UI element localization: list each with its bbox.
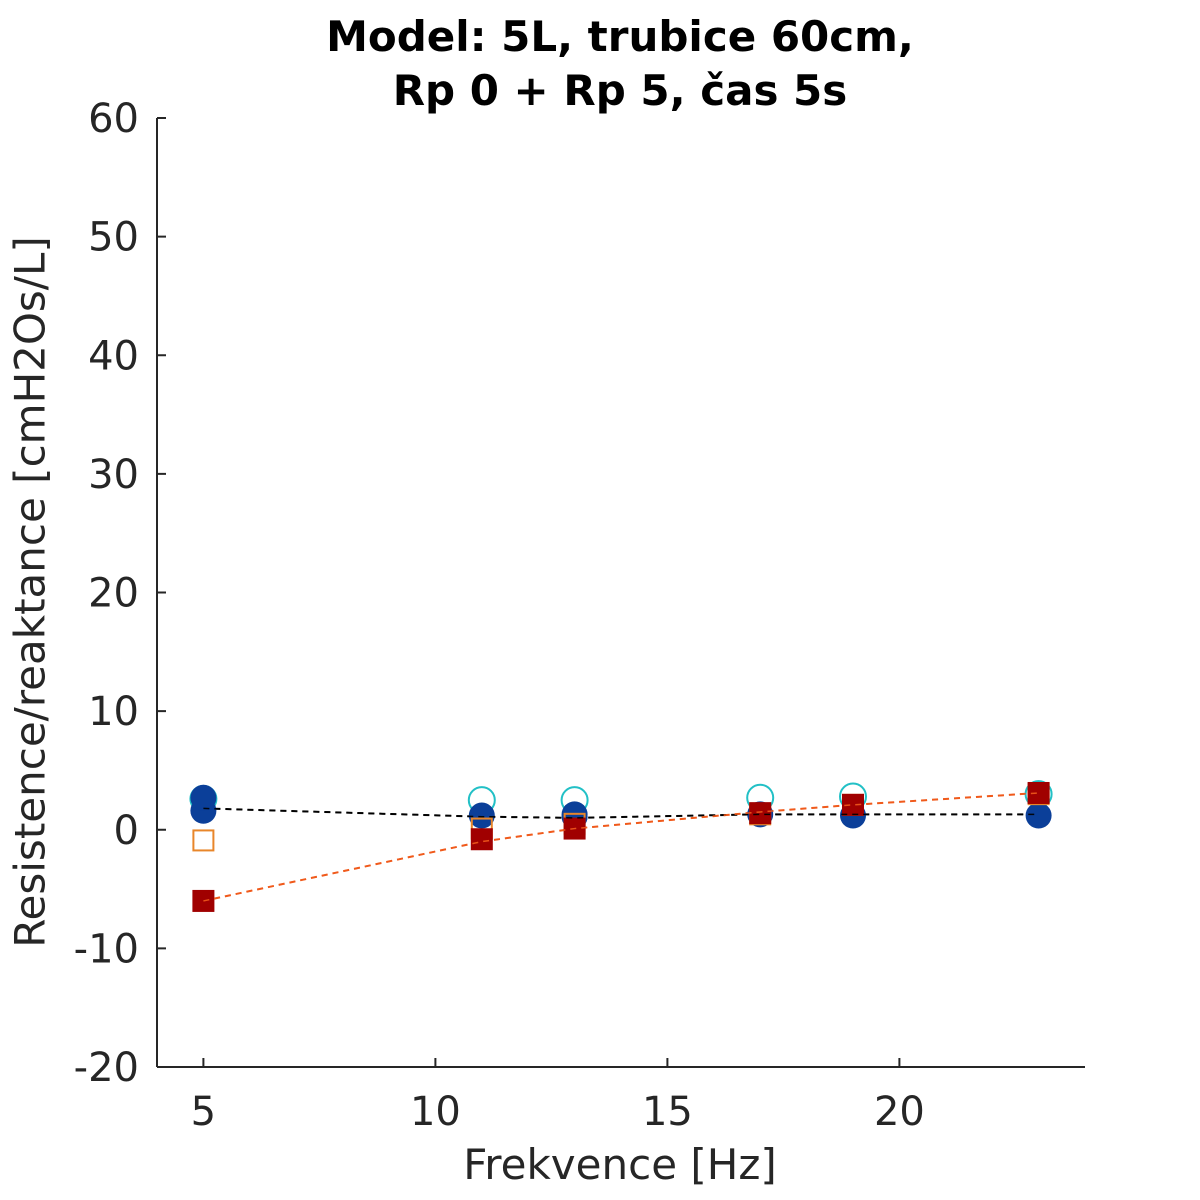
data-point-square-filled [842, 793, 864, 816]
y-tick-label: 30 [88, 452, 139, 498]
y-tick-label: 40 [88, 333, 139, 379]
series-line [203, 791, 1039, 902]
data-point-circle-filled [190, 784, 217, 811]
y-tick-label: -20 [74, 1045, 139, 1091]
y-tick-label: 50 [88, 215, 139, 261]
y-tick-label: -10 [74, 926, 139, 972]
y-tick-label: 10 [88, 689, 139, 735]
data-point-square-filled [1027, 781, 1050, 804]
data-point-square-filled [470, 828, 493, 851]
x-axis-label: Frekvence [Hz] [463, 1140, 777, 1189]
x-tick-label: 5 [191, 1089, 216, 1135]
x-tick-label: 15 [642, 1089, 693, 1135]
data-point-square-open [192, 829, 215, 852]
chart-title-line-2: Rp 0 + Rp 5, čas 5s [392, 66, 848, 115]
x-tick-label: 10 [410, 1089, 461, 1135]
y-axis-label: Resistence/reaktance [cmH2Os/L] [5, 236, 55, 948]
data-point-square-filled [749, 802, 772, 825]
series-line-overlay [203, 807, 1039, 819]
data-point-circle-filled [468, 802, 495, 829]
series-line [203, 807, 1039, 819]
series-line-overlay [203, 792, 1039, 902]
chart-title-line-1: Model: 5L, trubice 60cm, [326, 12, 914, 61]
y-tick-label: 0 [114, 808, 139, 854]
y-tick-label: 60 [88, 96, 139, 142]
data-point-circle-filled [1025, 802, 1052, 829]
x-tick-label: 20 [874, 1089, 925, 1135]
y-tick-label: 20 [88, 571, 139, 617]
